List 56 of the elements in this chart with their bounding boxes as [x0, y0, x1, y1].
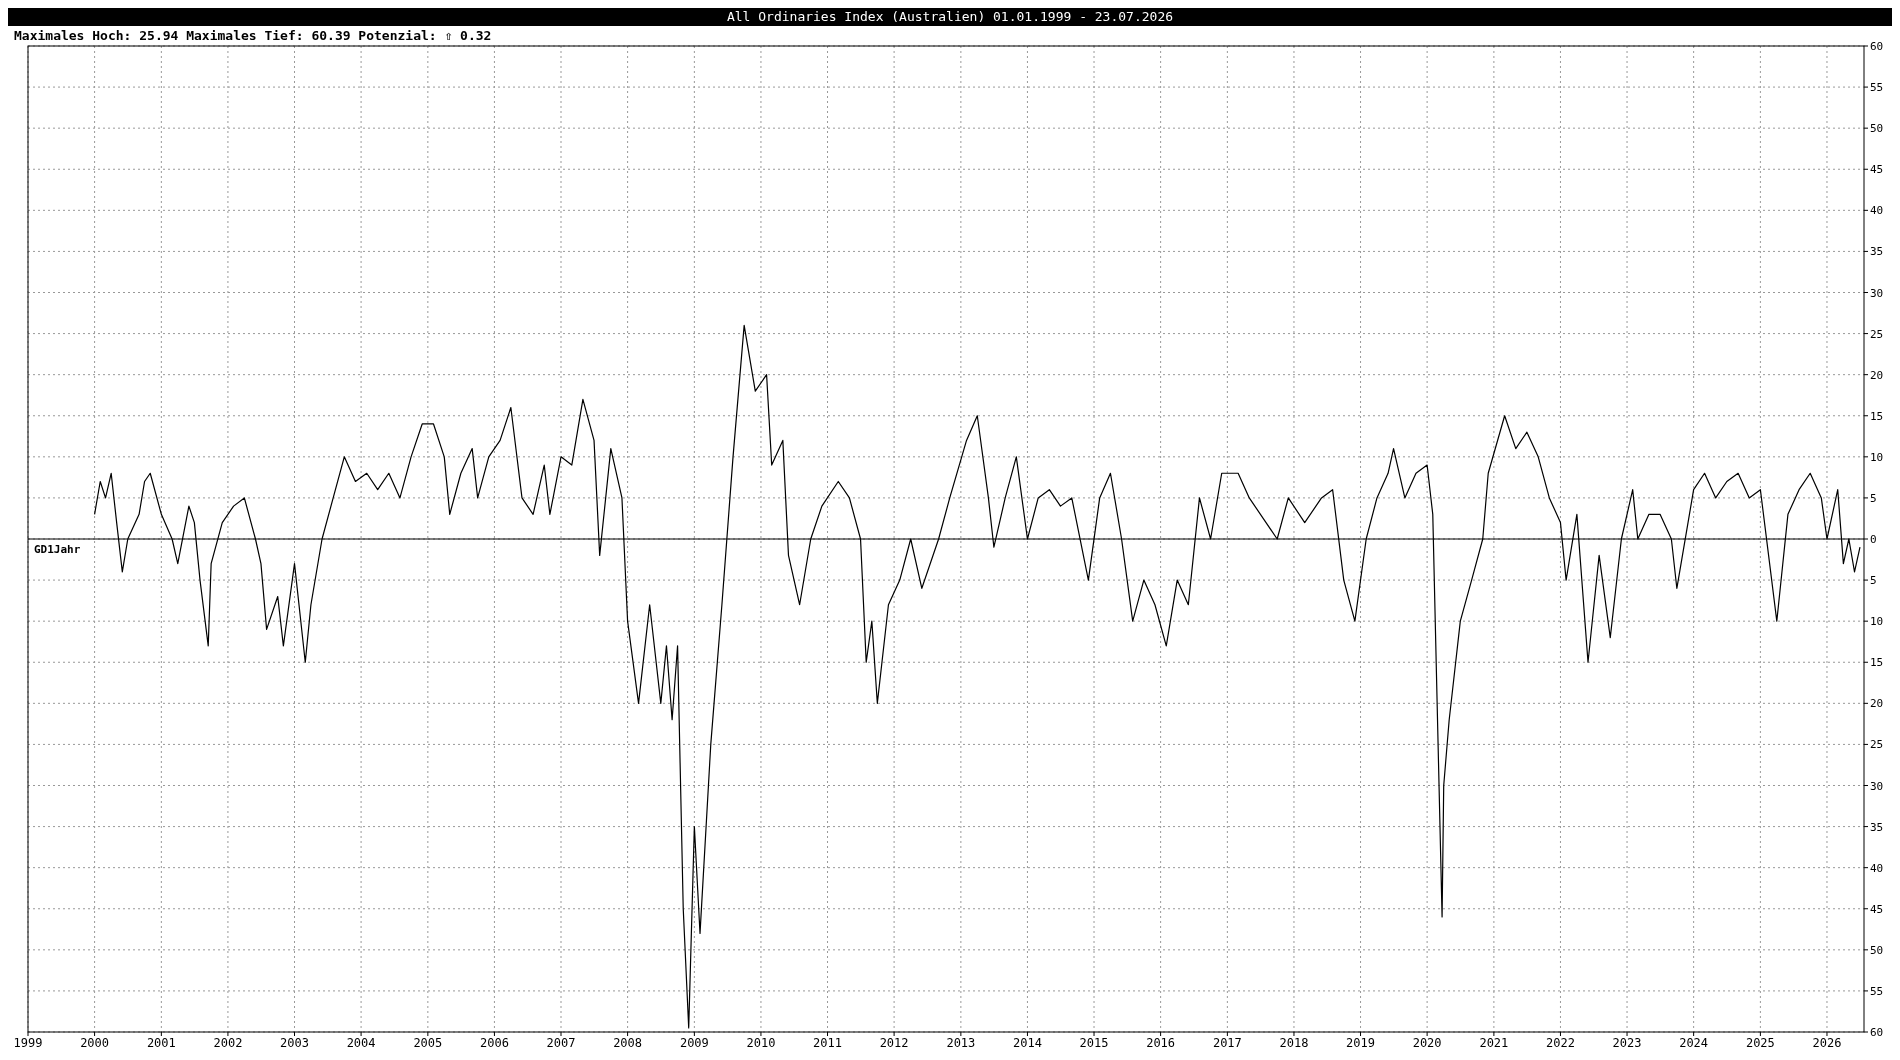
- x-tick-label: 2008: [613, 1036, 643, 1050]
- y-tick-label: 30: [1870, 286, 1884, 300]
- y-tick-label: 0: [1870, 533, 1877, 546]
- x-tick-label: 2019: [1346, 1036, 1375, 1050]
- x-tick-label: 2017: [1212, 1036, 1242, 1050]
- y-tick-label: 25: [1870, 327, 1884, 341]
- x-tick-label: 1999: [13, 1036, 43, 1050]
- y-tick-label: 40: [1870, 861, 1884, 875]
- y-tick-label: 45: [1870, 163, 1884, 177]
- y-tick-label: 15: [1870, 409, 1884, 423]
- y-tick-label: 10: [1870, 615, 1884, 629]
- ref-line-label: GD1Jahr: [34, 543, 81, 556]
- y-tick-label: 20: [1870, 368, 1884, 382]
- x-tick-label: 2024: [1679, 1036, 1709, 1050]
- x-tick-label: 2010: [746, 1036, 776, 1050]
- x-tick-label: 2018: [1279, 1036, 1309, 1050]
- y-tick-label: 20: [1870, 697, 1884, 711]
- chart-title: All Ordinaries Index (Australien) 01.01.1999 - 23.07.2026: [726, 9, 1174, 24]
- y-tick-label: 35: [1870, 820, 1884, 834]
- y-tick-label: 40: [1870, 204, 1884, 218]
- y-tick-label: 55: [1870, 81, 1884, 95]
- x-tick-label: 2006: [479, 1036, 509, 1050]
- y-tick-label: 25: [1870, 738, 1884, 752]
- y-tick-label: 5: [1870, 574, 1877, 588]
- x-tick-label: 2015: [1079, 1036, 1109, 1050]
- x-tick-label: 2003: [280, 1036, 309, 1050]
- x-tick-label: 2016: [1146, 1036, 1176, 1050]
- chart-subtitle: Maximales Hoch: 25.94 Maximales Tief: 60.39 Potenzial: ⇧ 0.32: [14, 28, 492, 43]
- x-tick-label: 2011: [813, 1036, 842, 1050]
- x-tick-label: 2022: [1546, 1036, 1575, 1050]
- x-tick-label: 2013: [946, 1036, 976, 1050]
- y-tick-label: 5: [1870, 491, 1877, 505]
- x-tick-label: 2025: [1745, 1036, 1775, 1050]
- y-tick-label: 50: [1870, 122, 1884, 136]
- y-tick-label: 15: [1870, 656, 1884, 670]
- x-tick-label: 2007: [546, 1036, 576, 1050]
- x-tick-label: 2012: [879, 1036, 909, 1050]
- x-tick-label: 2001: [146, 1036, 176, 1050]
- x-tick-label: 2026: [1812, 1036, 1842, 1050]
- x-tick-label: 2002: [213, 1036, 243, 1050]
- x-tick-label: 2005: [413, 1036, 443, 1050]
- y-tick-label: 30: [1870, 779, 1884, 793]
- x-tick-label: 2023: [1612, 1036, 1642, 1050]
- y-tick-label: 55: [1870, 984, 1884, 998]
- y-tick-label: 60: [1870, 40, 1884, 53]
- y-tick-label: 35: [1870, 245, 1884, 259]
- x-tick-label: 2004: [346, 1036, 376, 1050]
- x-tick-label: 2000: [80, 1036, 110, 1050]
- x-tick-label: 2020: [1412, 1036, 1442, 1050]
- x-tick-label: 2021: [1479, 1036, 1509, 1050]
- y-tick-label: 10: [1870, 450, 1884, 464]
- y-tick-label: 45: [1870, 902, 1884, 916]
- x-tick-label: 2014: [1012, 1036, 1042, 1050]
- y-tick-label: 50: [1870, 943, 1884, 957]
- y-tick-label: 60: [1870, 1026, 1884, 1039]
- x-tick-label: 2009: [679, 1036, 709, 1050]
